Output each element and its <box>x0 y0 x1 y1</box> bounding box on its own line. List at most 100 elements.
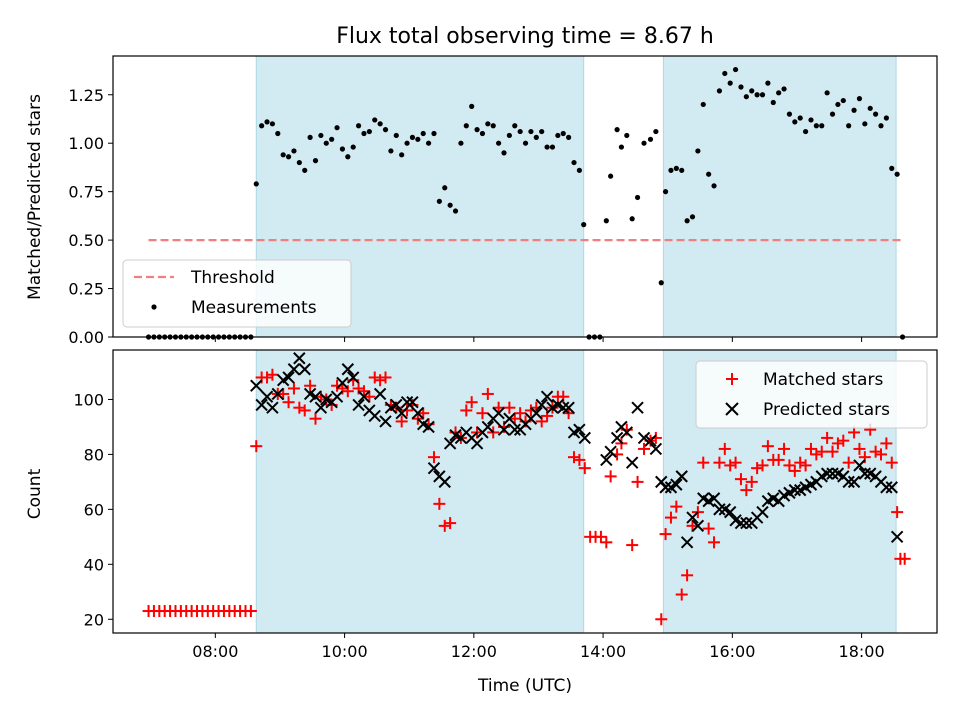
matched-stars-point <box>729 456 742 469</box>
measurement-point <box>528 128 534 135</box>
legend-matched-label: Matched stars <box>763 370 883 390</box>
predicted-stars-point <box>723 505 737 519</box>
measurement-point <box>490 123 496 129</box>
measurement-point <box>517 128 523 135</box>
matched-stars-point <box>395 415 408 428</box>
measurement-point <box>307 134 313 140</box>
measurement-point <box>463 123 469 129</box>
measurement-point <box>695 148 701 154</box>
measurement-point <box>318 132 324 139</box>
measurement-point <box>603 218 609 224</box>
y-tick-label: 20 <box>84 610 104 629</box>
measurement-point <box>409 134 416 140</box>
measurement-point <box>754 92 760 98</box>
predicted-stars-point <box>734 516 748 530</box>
matched-stars-point <box>309 412 322 425</box>
measurement-point <box>415 136 421 142</box>
measurement-point <box>269 121 276 127</box>
measurement-point <box>302 167 308 173</box>
matched-stars-point <box>788 464 801 477</box>
y-tick-label: 0.00 <box>68 328 104 347</box>
measurement-point <box>576 167 582 173</box>
predicted-stars-point <box>357 390 371 403</box>
matched-stars-point <box>293 401 306 414</box>
matched-stars-point <box>481 387 494 400</box>
measurement-point <box>544 144 550 150</box>
predicted-stars-point <box>578 431 591 445</box>
chart-title: Flux total observing time = 8.67 h <box>336 24 714 49</box>
measurement-point <box>727 80 733 86</box>
measurement-point <box>264 119 270 125</box>
matched-stars-point <box>573 453 586 466</box>
matched-stars-point <box>368 371 381 384</box>
matched-stars-point <box>831 437 844 450</box>
measurement-point <box>512 123 518 129</box>
predicted-stars-point <box>644 434 657 447</box>
matched-stars-point <box>702 522 715 535</box>
predicted-stars-point <box>336 376 349 390</box>
matched-stars-point <box>638 442 651 455</box>
x-tick-label: 10:00 <box>322 642 368 661</box>
measurement-point <box>533 134 539 140</box>
predicted-stars-point <box>373 387 387 401</box>
measurement-point <box>716 88 723 94</box>
measurement-point <box>614 127 620 133</box>
measurement-point <box>259 123 265 129</box>
measurement-point <box>608 173 614 179</box>
measurement-point <box>442 185 448 191</box>
legend-measurements-swatch <box>151 304 157 310</box>
measurement-point <box>485 121 491 127</box>
measurement-point <box>350 144 356 150</box>
measurement-point <box>624 132 630 139</box>
measurement-point <box>802 128 809 135</box>
measurement-point <box>689 214 696 220</box>
matched-stars-point <box>514 407 527 420</box>
bottom-axes-frame <box>112 349 938 634</box>
predicted-stars-point <box>637 431 651 445</box>
matched-stars-point <box>713 456 726 469</box>
measurement-point <box>355 123 362 129</box>
predicted-stars-point <box>573 423 586 436</box>
predicted-stars-point <box>885 481 898 494</box>
measurement-point <box>706 171 712 177</box>
measurement-point <box>501 150 507 156</box>
measurement-point <box>275 130 281 137</box>
matched-stars-point <box>826 445 839 458</box>
predicted-stars-point <box>659 481 672 494</box>
predicted-stars-point <box>600 453 613 467</box>
measurement-point <box>776 90 782 96</box>
matched-stars-point <box>244 605 257 618</box>
matched-stars-point <box>837 434 850 447</box>
predicted-stars-point <box>314 401 328 414</box>
bottom-ylabel: Count <box>25 468 45 519</box>
matched-stars-point <box>460 404 473 417</box>
predicted-stars-point <box>508 423 521 436</box>
measurement-point <box>829 111 836 117</box>
measurement-point <box>323 140 329 146</box>
measurement-point <box>641 140 647 146</box>
measurement-point <box>334 125 340 131</box>
predicted-stars-point <box>266 401 279 414</box>
matched-stars-point <box>756 459 769 472</box>
predicted-stars-point <box>352 398 365 412</box>
predicted-stars-point <box>680 536 694 549</box>
matched-stars-point <box>783 459 796 472</box>
matched-stars-point <box>772 453 785 466</box>
predicted-stars-point <box>530 406 543 420</box>
matched-stars-point <box>761 440 774 453</box>
measurement-point <box>329 136 335 142</box>
measurement-point <box>549 144 556 150</box>
measurement-point <box>738 84 744 90</box>
measurement-point <box>684 218 690 224</box>
predicted-stars-point <box>260 390 274 403</box>
measurement-point <box>377 121 383 127</box>
measurement-point <box>452 208 459 214</box>
measurement-point <box>711 183 717 189</box>
matched-stars-point <box>799 459 812 472</box>
matched-stars-point <box>282 396 295 409</box>
measurement-point <box>496 140 502 146</box>
measurement-point <box>479 130 486 137</box>
measurement-point <box>431 130 437 137</box>
matched-stars-point <box>266 368 279 381</box>
measurement-point <box>813 123 819 129</box>
